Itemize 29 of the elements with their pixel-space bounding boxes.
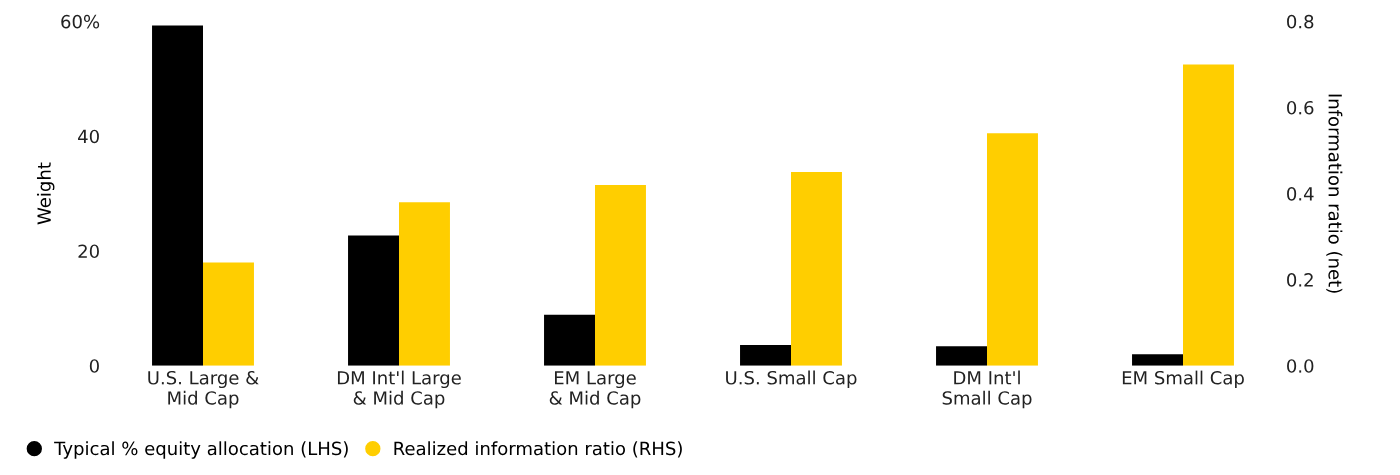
y-tick-label: 20 (78, 244, 99, 259)
y-axis-title: Weight (36, 162, 55, 225)
y2-tick-label: 0.0 (1287, 359, 1314, 373)
y2-tick-label: 0.4 (1287, 187, 1314, 201)
x-tick-label: EM Small Cap (1122, 370, 1244, 389)
legend-label: Realized information ratio (RHS) (394, 441, 682, 458)
bar (791, 172, 842, 366)
legend-label: Typical % equity allocation (LHS) (54, 441, 348, 459)
x-tick-label: EM Large & Mid Cap (549, 371, 641, 409)
y2-axis-title: Information ratio (net) (1326, 94, 1343, 293)
bar (152, 25, 203, 366)
bar (987, 133, 1038, 366)
bar (595, 184, 646, 366)
x-tick-label: U.S. Small Cap (726, 370, 857, 389)
y-tick-label: 60% (61, 14, 100, 29)
bar (740, 345, 791, 366)
bar (1183, 64, 1234, 366)
y-tick-label: 40 (78, 129, 99, 144)
bar (936, 346, 987, 366)
x-tick-label: DM Int'l Large & Mid Cap (337, 370, 461, 409)
y2-tick-label: 0.8 (1287, 14, 1314, 29)
y2-tick-label: 0.6 (1287, 100, 1314, 115)
y-tick-label: 0 (89, 359, 99, 373)
bar (203, 262, 254, 366)
x-tick-label: U.S. Large & Mid Cap (148, 370, 259, 409)
bar (1132, 354, 1183, 366)
bar (544, 314, 595, 366)
x-tick-label: DM Int'l Small Cap (942, 370, 1032, 409)
y2-tick-label: 0.2 (1287, 273, 1313, 287)
